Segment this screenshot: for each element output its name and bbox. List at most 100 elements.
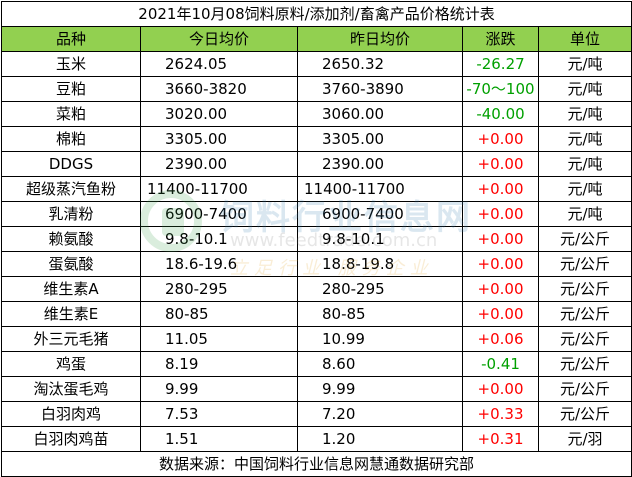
row-change: -40.00 [462,101,539,127]
row-unit: 元/公斤 [537,326,632,352]
header-row: 品种 今日均价 昨日均价 涨跌 单位 [1,26,632,52]
table-row: 赖氨酸 9.8-10.1 9.8-10.1 +0.00 元/公斤 [1,226,632,252]
source-row: 数据来源：中国饲料行业信息网慧通数据研究部 [0,451,632,477]
row-name: 玉米 [1,51,141,77]
row-today-price: 6900-7400 [140,201,298,227]
row-unit: 元/吨 [537,101,632,127]
table-row: 淘汰蛋毛鸡 9.99 9.99 +0.00 元/公斤 [1,376,632,402]
row-unit: 元/公斤 [537,351,632,377]
row-unit: 元/公斤 [537,376,632,402]
header-variety: 品种 [1,26,141,52]
row-unit: 元/吨 [537,126,632,152]
row-name: DDGS [1,151,141,177]
table-row: 维生素E 80-85 80-85 +0.00 元/公斤 [1,301,632,327]
row-name: 淘汰蛋毛鸡 [1,376,141,402]
row-today-price: 1.51 [140,426,298,452]
row-change: -0.41 [462,351,539,377]
row-yesterday-price: 2650.32 [297,51,463,77]
row-name: 维生素A [1,276,141,302]
row-name: 维生素E [1,301,141,327]
row-change: +0.33 [462,401,539,427]
row-today-price: 11.05 [140,326,298,352]
row-yesterday-price: 280-295 [297,276,463,302]
row-today-price: 7.53 [140,401,298,427]
row-yesterday-price: 3760-3890 [297,76,463,102]
table-row: 蛋氨酸 18.6-19.6 18.8-19.8 +0.00 元/公斤 [1,251,632,277]
row-yesterday-price: 2390.00 [297,151,463,177]
row-change: +0.00 [462,276,539,302]
table-row: 豆粕 3660-3820 3760-3890 -70～100 元/吨 [1,76,632,102]
row-change: +0.00 [462,251,539,277]
row-change: +0.31 [462,426,539,452]
row-yesterday-price: 80-85 [297,301,463,327]
row-yesterday-price: 7.20 [297,401,463,427]
row-name: 豆粕 [1,76,141,102]
data-source: 数据来源：中国饲料行业信息网慧通数据研究部 [0,451,632,477]
table-row: 菜粕 3020.00 3060.00 -40.00 元/吨 [1,101,632,127]
row-yesterday-price: 9.8-10.1 [297,226,463,252]
row-today-price: 11400-11700 [140,176,298,202]
header-today-price: 今日均价 [140,26,298,52]
header-yesterday-price: 昨日均价 [297,26,463,52]
row-yesterday-price: 3305.00 [297,126,463,152]
row-today-price: 80-85 [140,301,298,327]
row-today-price: 280-295 [140,276,298,302]
table-row: 外三元毛猪 11.05 10.99 +0.06 元/公斤 [1,326,632,352]
row-today-price: 3305.00 [140,126,298,152]
row-name: 棉粕 [1,126,141,152]
header-unit: 单位 [537,26,632,52]
row-yesterday-price: 11400-11700 [297,176,463,202]
row-change: -70～100 [462,76,539,102]
row-unit: 元/吨 [537,76,632,102]
table-row: DDGS 2390.00 2390.00 +0.00 元/吨 [1,151,632,177]
row-unit: 元/吨 [537,176,632,202]
row-change: -26.27 [462,51,539,77]
table-row: 鸡蛋 8.19 8.60 -0.41 元/公斤 [1,351,632,377]
header-change: 涨跌 [462,26,539,52]
row-yesterday-price: 10.99 [297,326,463,352]
row-today-price: 2390.00 [140,151,298,177]
table-row: 超级蒸汽鱼粉 11400-11700 11400-11700 +0.00 元/吨 [1,176,632,202]
table-row: 玉米 2624.05 2650.32 -26.27 元/吨 [1,51,632,77]
row-yesterday-price: 3060.00 [297,101,463,127]
row-change: +0.00 [462,376,539,402]
row-today-price: 2624.05 [140,51,298,77]
row-unit: 元/公斤 [537,251,632,277]
row-name: 蛋氨酸 [1,251,141,277]
row-name: 白羽肉鸡 [1,401,141,427]
row-change: +0.00 [462,301,539,327]
row-today-price: 18.6-19.6 [140,251,298,277]
row-name: 鸡蛋 [1,351,141,377]
row-today-price: 9.99 [140,376,298,402]
row-unit: 元/公斤 [537,276,632,302]
row-yesterday-price: 6900-7400 [297,201,463,227]
row-unit: 元/羽 [537,426,632,452]
row-unit: 元/吨 [537,201,632,227]
table-row: 乳清粉 6900-7400 6900-7400 +0.00 元/吨 [1,201,632,227]
row-today-price: 8.19 [140,351,298,377]
row-yesterday-price: 9.99 [297,376,463,402]
row-unit: 元/公斤 [537,301,632,327]
row-name: 外三元毛猪 [1,326,141,352]
row-unit: 元/吨 [537,151,632,177]
row-change: +0.00 [462,176,539,202]
row-name: 菜粕 [1,101,141,127]
row-change: +0.00 [462,201,539,227]
row-today-price: 3020.00 [140,101,298,127]
table-row: 白羽肉鸡苗 1.51 1.20 +0.31 元/羽 [1,426,632,452]
row-yesterday-price: 8.60 [297,351,463,377]
row-change: +0.06 [462,326,539,352]
row-name: 白羽肉鸡苗 [1,426,141,452]
row-name: 超级蒸汽鱼粉 [1,176,141,202]
row-unit: 元/公斤 [537,401,632,427]
row-change: +0.00 [462,126,539,152]
row-change: +0.00 [462,226,539,252]
row-unit: 元/公斤 [537,226,632,252]
table-row: 棉粕 3305.00 3305.00 +0.00 元/吨 [1,126,632,152]
row-change: +0.00 [462,151,539,177]
row-today-price: 9.8-10.1 [140,226,298,252]
table-title: 2021年10月08饲料原料/添加剂/畜禽产品价格统计表 [0,1,632,27]
row-name: 赖氨酸 [1,226,141,252]
row-name: 乳清粉 [1,201,141,227]
